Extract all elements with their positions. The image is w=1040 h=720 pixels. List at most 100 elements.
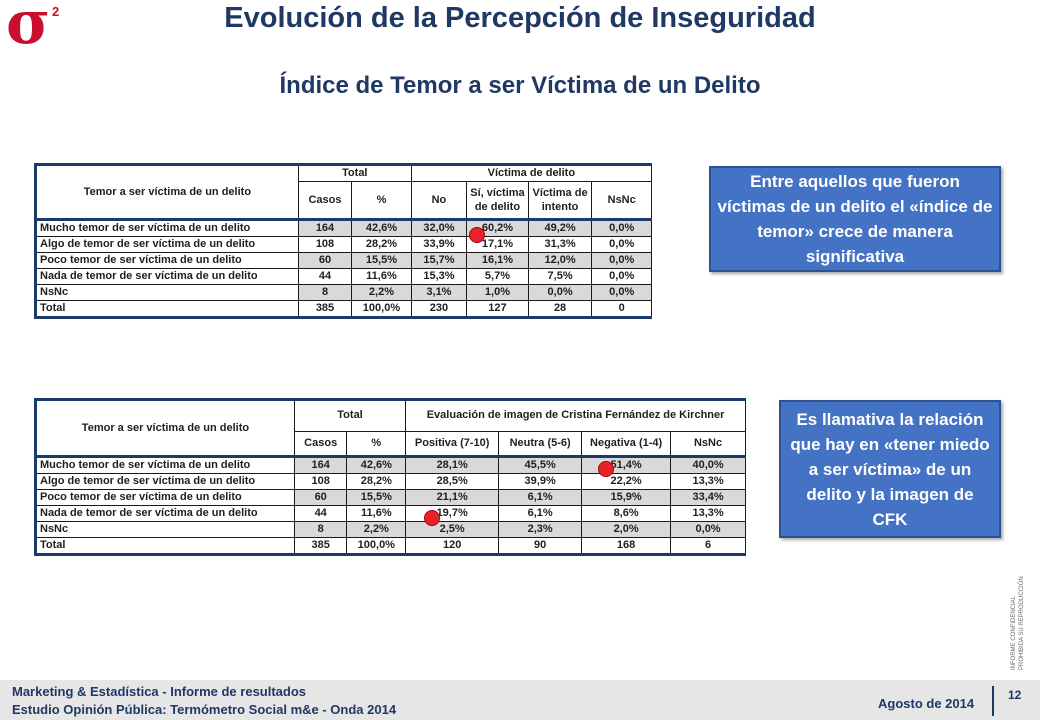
table1-col-header: No (410, 181, 468, 220)
cell: 19,7% (405, 505, 500, 522)
table-row: Total 385 100,0% 230 127 28 0 (34, 300, 652, 319)
cell: 49,2% (527, 218, 593, 237)
row-label: Total (34, 537, 295, 556)
cell: 33,4% (670, 489, 746, 506)
row-label: Mucho temor de ser víctima de un delito (34, 218, 299, 237)
cell: 385 (297, 300, 353, 319)
cell: 0,0% (670, 521, 746, 538)
cell: 13,3% (670, 505, 746, 522)
table-row: NsNc 8 2,2% 2,5% 2,3% 2,0% 0,0% (34, 521, 746, 538)
highlight-dot-icon (424, 510, 440, 526)
row-label: Algo de temor de ser víctima de un delit… (34, 473, 295, 490)
table2-group-total: Total (293, 398, 407, 432)
cell: 0 (591, 300, 652, 319)
cell: 42,6% (346, 455, 407, 474)
callout-victims: Entre aquellos que fueron víctimas de un… (709, 166, 1001, 272)
cell: 0,0% (527, 284, 593, 301)
cell: 100,0% (346, 537, 407, 556)
cell: 32,0% (410, 218, 468, 237)
cell: 230 (410, 300, 468, 319)
confidential-line: PROHIBIDA SU REPRODUCCIÓN (1019, 576, 1025, 670)
table1-col-header: Casos (297, 181, 353, 220)
cell: 11,6% (346, 505, 407, 522)
table-row: Nada de temor de ser víctima de un delit… (34, 505, 746, 522)
cell: 45,5% (498, 455, 583, 474)
table1-col-header: NsNc (591, 181, 652, 220)
cell: 6,1% (498, 489, 583, 506)
table-row: Algo de temor de ser víctima de un delit… (34, 473, 746, 490)
victim-table: Temor a ser víctima de un delito Total V… (34, 163, 653, 319)
table1-col-header: Víctima de intento (527, 181, 593, 220)
cell: 2,3% (498, 521, 583, 538)
cell: 2,2% (346, 521, 407, 538)
company-logo: σ 2 (4, 0, 74, 58)
cell: 0,0% (591, 236, 652, 253)
confidential-note: INFORME CONFIDENCIAL PROHIBIDA SU REPROD… (1010, 560, 1038, 670)
cell: 42,6% (351, 218, 412, 237)
callout-text: Es llamativa la relación que hay en «ten… (790, 409, 990, 529)
footer-divider (992, 686, 994, 716)
table2-col-header: Negativa (1-4) (581, 430, 672, 458)
cell: 15,5% (346, 489, 407, 506)
table1-col-header: % (351, 181, 412, 220)
image-table: Temor a ser víctima de un delito Total E… (34, 398, 746, 556)
cell: 164 (297, 218, 353, 237)
cell: 108 (293, 473, 348, 490)
cell: 22,2% (581, 473, 672, 490)
table-row: Poco temor de ser víctima de un delito 6… (34, 489, 746, 506)
cell: 28 (527, 300, 593, 319)
cell: 90 (498, 537, 583, 556)
cell: 13,3% (670, 473, 746, 490)
confidential-line: INFORME CONFIDENCIAL (1011, 595, 1017, 670)
cell: 28,2% (346, 473, 407, 490)
cell: 2,2% (351, 284, 412, 301)
cell: 11,6% (351, 268, 412, 285)
table-row: Nada de temor de ser víctima de un delit… (34, 268, 652, 285)
cell: 1,0% (466, 284, 529, 301)
cell: 15,9% (581, 489, 672, 506)
table-row: Mucho temor de ser víctima de un delito … (34, 218, 652, 237)
page-title: Evolución de la Percepción de Insegurida… (224, 2, 816, 34)
table1-row-header: Temor a ser víctima de un delito (34, 163, 299, 220)
cell: 100,0% (351, 300, 412, 319)
table1-group-total: Total (297, 163, 412, 182)
row-label: NsNc (34, 284, 299, 301)
cell: 127 (466, 300, 529, 319)
highlight-dot-icon (469, 227, 485, 243)
cell: 15,3% (410, 268, 468, 285)
cell: 28,1% (405, 455, 500, 474)
footer-line-2: Estudio Opinión Pública: Termómetro Soci… (12, 702, 397, 717)
row-label: Total (34, 300, 299, 319)
row-label: Algo de temor de ser víctima de un delit… (34, 236, 299, 253)
cell: 33,9% (410, 236, 468, 253)
cell: 164 (293, 455, 348, 474)
row-label: Nada de temor de ser víctima de un delit… (34, 505, 295, 522)
cell: 0,0% (591, 218, 652, 237)
cell: 16,1% (466, 252, 529, 269)
cell: 5,7% (466, 268, 529, 285)
cell: 0,0% (591, 252, 652, 269)
cell: 2,0% (581, 521, 672, 538)
table-row: NsNc 8 2,2% 3,1% 1,0% 0,0% 0,0% (34, 284, 652, 301)
cell: 6,1% (498, 505, 583, 522)
page-number: 12 (1008, 688, 1022, 702)
row-label: NsNc (34, 521, 295, 538)
table2-col-header: NsNc (670, 430, 746, 458)
cell: 28,2% (351, 236, 412, 253)
table2-col-header: Positiva (7-10) (405, 430, 500, 458)
cell: 15,7% (410, 252, 468, 269)
row-label: Poco temor de ser víctima de un delito (34, 252, 299, 269)
cell: 120 (405, 537, 500, 556)
table1-col-header: Sí, víctima de delito (466, 181, 529, 220)
cell: 44 (293, 505, 348, 522)
table-row: Algo de temor de ser víctima de un delit… (34, 236, 652, 253)
cell: 385 (293, 537, 348, 556)
page-subtitle: Índice de Temor a ser Víctima de un Deli… (279, 72, 761, 99)
cell: 8,6% (581, 505, 672, 522)
cell: 7,5% (527, 268, 593, 285)
table2-group-image: Evaluación de imagen de Cristina Fernánd… (405, 398, 746, 432)
cell: 8 (293, 521, 348, 538)
table2-col-header: Neutra (5-6) (498, 430, 583, 458)
cell: 3,1% (410, 284, 468, 301)
cell: 21,1% (405, 489, 500, 506)
